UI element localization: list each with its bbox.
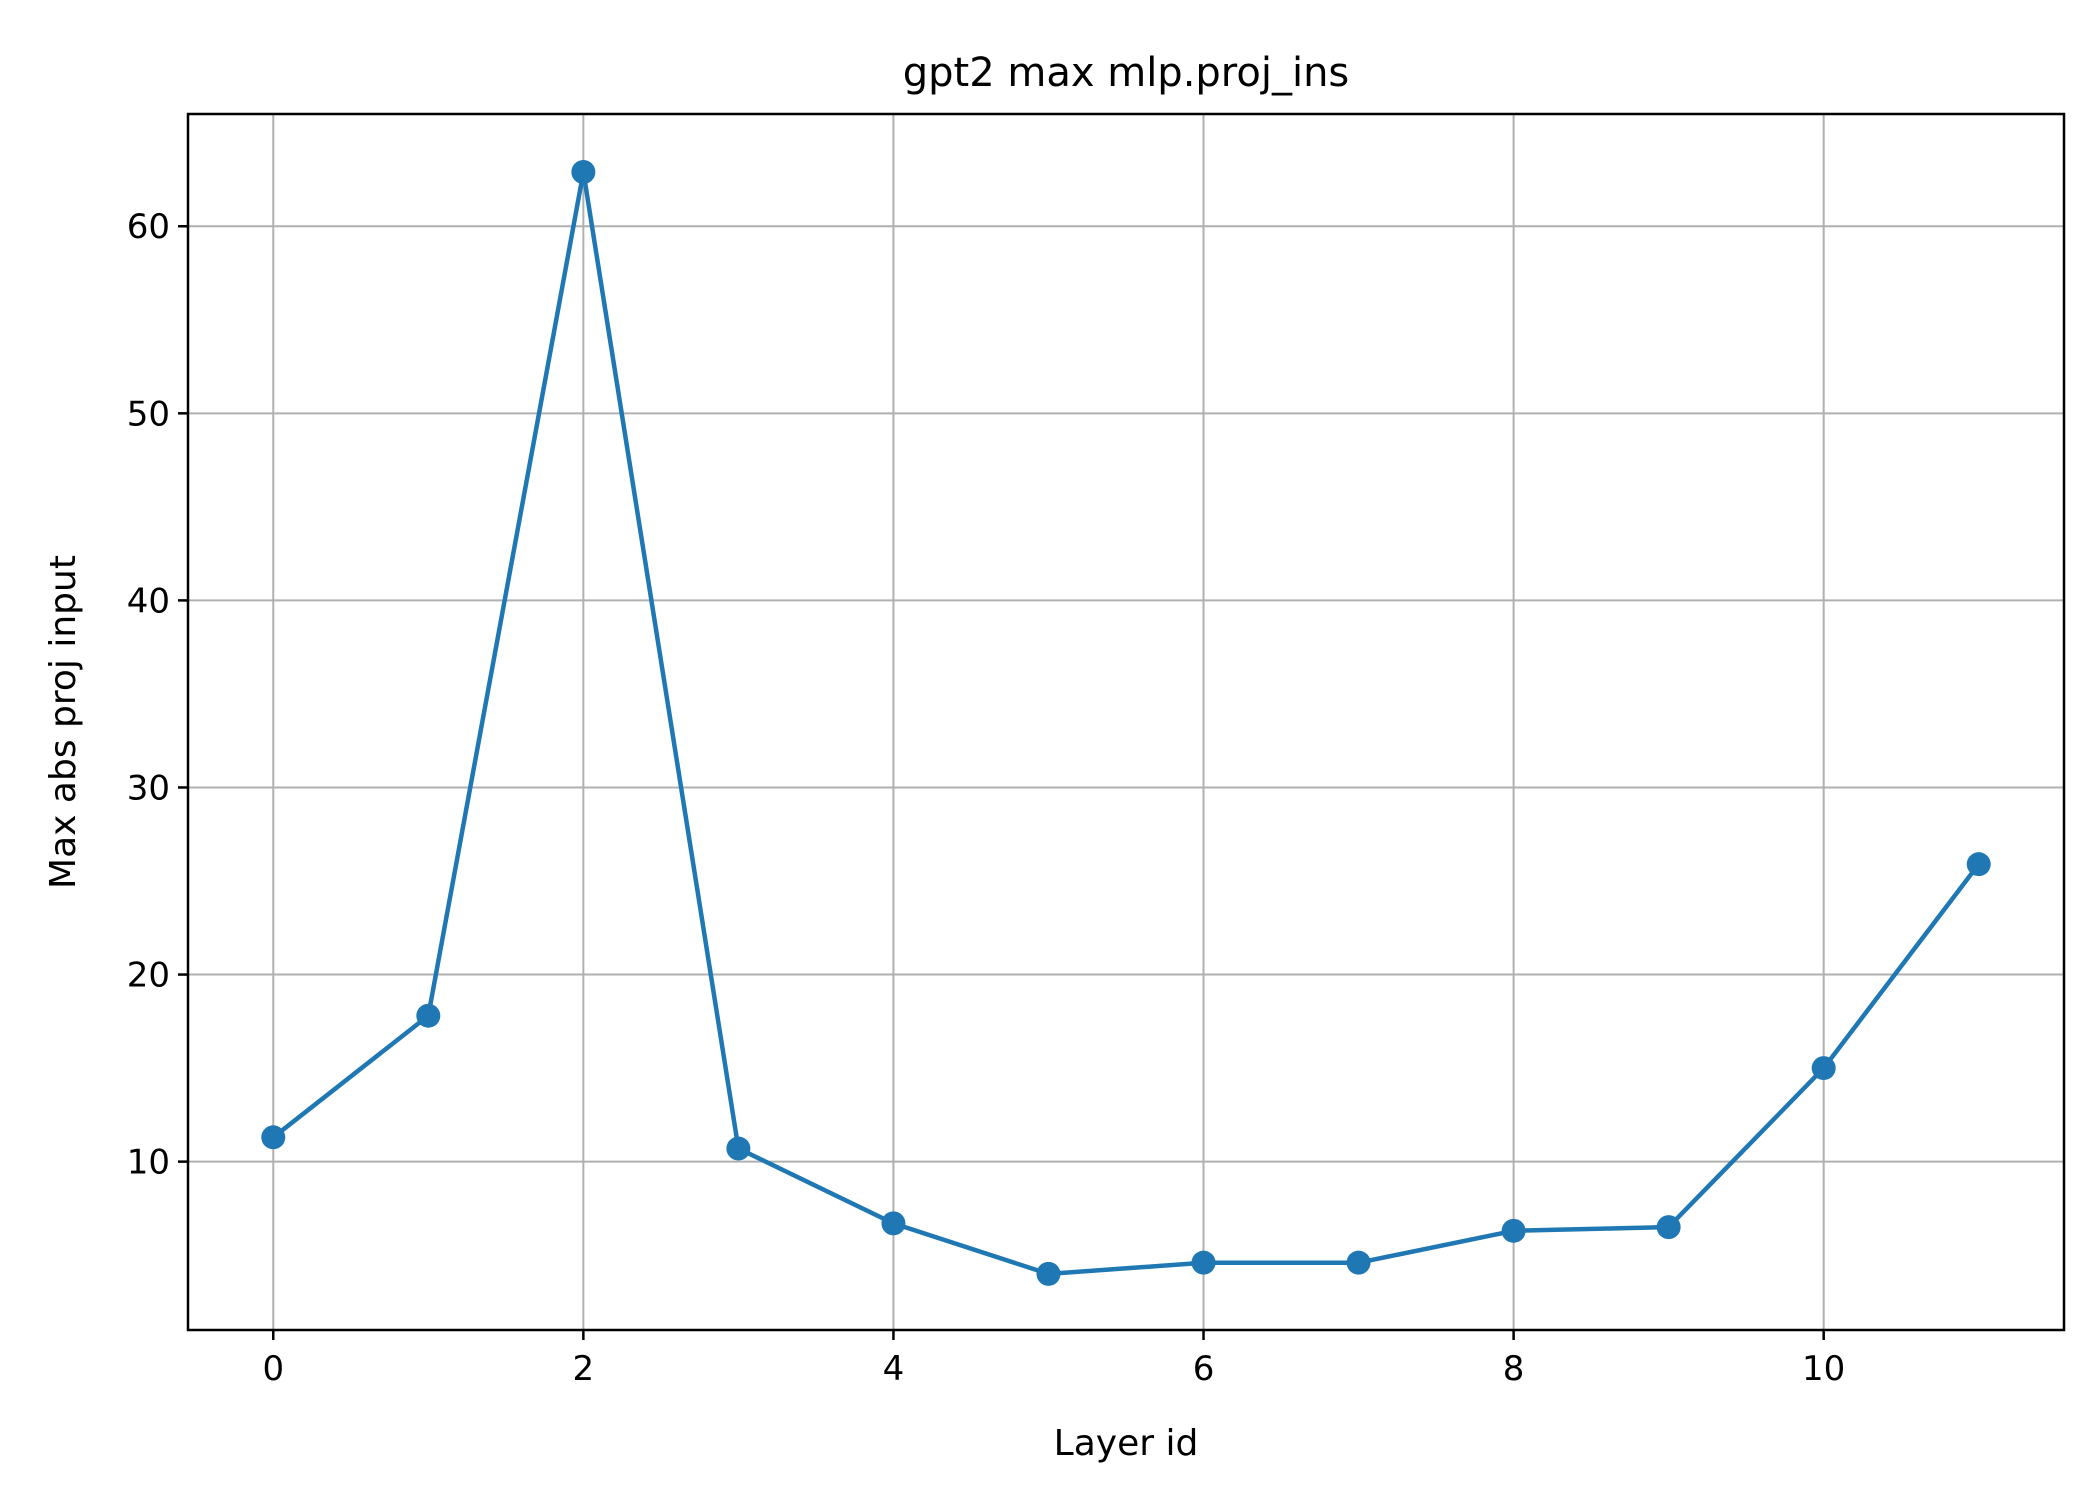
x-tick-label: 2 (573, 1349, 595, 1389)
x-tick-label: 6 (1193, 1349, 1215, 1389)
data-point (1191, 1250, 1216, 1275)
data-point (1811, 1056, 1836, 1081)
data-point (1656, 1215, 1681, 1240)
y-tick-label: 30 (127, 768, 170, 808)
y-tick-label: 40 (127, 581, 170, 621)
y-tick-label: 20 (127, 956, 170, 996)
y-tick-label: 50 (127, 394, 170, 434)
axis-ticks: 0 2 4 6 8 10 10 20 30 40 50 60 (127, 207, 1846, 1389)
x-tick-label: 10 (1802, 1349, 1845, 1389)
grid (188, 114, 2064, 1330)
x-tick-label: 0 (262, 1349, 284, 1389)
data-point (1346, 1250, 1371, 1275)
plot-frame (186, 112, 2066, 1332)
y-tick-label: 60 (127, 207, 170, 247)
y-tick-label: 10 (127, 1143, 170, 1183)
x-axis-label: Layer id (1054, 1423, 1199, 1464)
x-tick-label: 8 (1503, 1349, 1525, 1389)
y-axis-label: Max abs proj input (43, 555, 84, 889)
data-point (571, 159, 596, 184)
data-point (726, 1136, 751, 1161)
x-tick-label: 4 (883, 1349, 905, 1389)
series-line (271, 169, 1981, 1277)
data-point (881, 1211, 906, 1236)
data-point (1501, 1218, 1526, 1243)
data-point (1036, 1261, 1061, 1286)
chart-title: gpt2 max mlp.proj_ins (903, 50, 1350, 96)
data-point (1966, 852, 1991, 877)
series-layer (261, 159, 1991, 1286)
data-point (416, 1003, 441, 1028)
data-point (261, 1125, 286, 1150)
